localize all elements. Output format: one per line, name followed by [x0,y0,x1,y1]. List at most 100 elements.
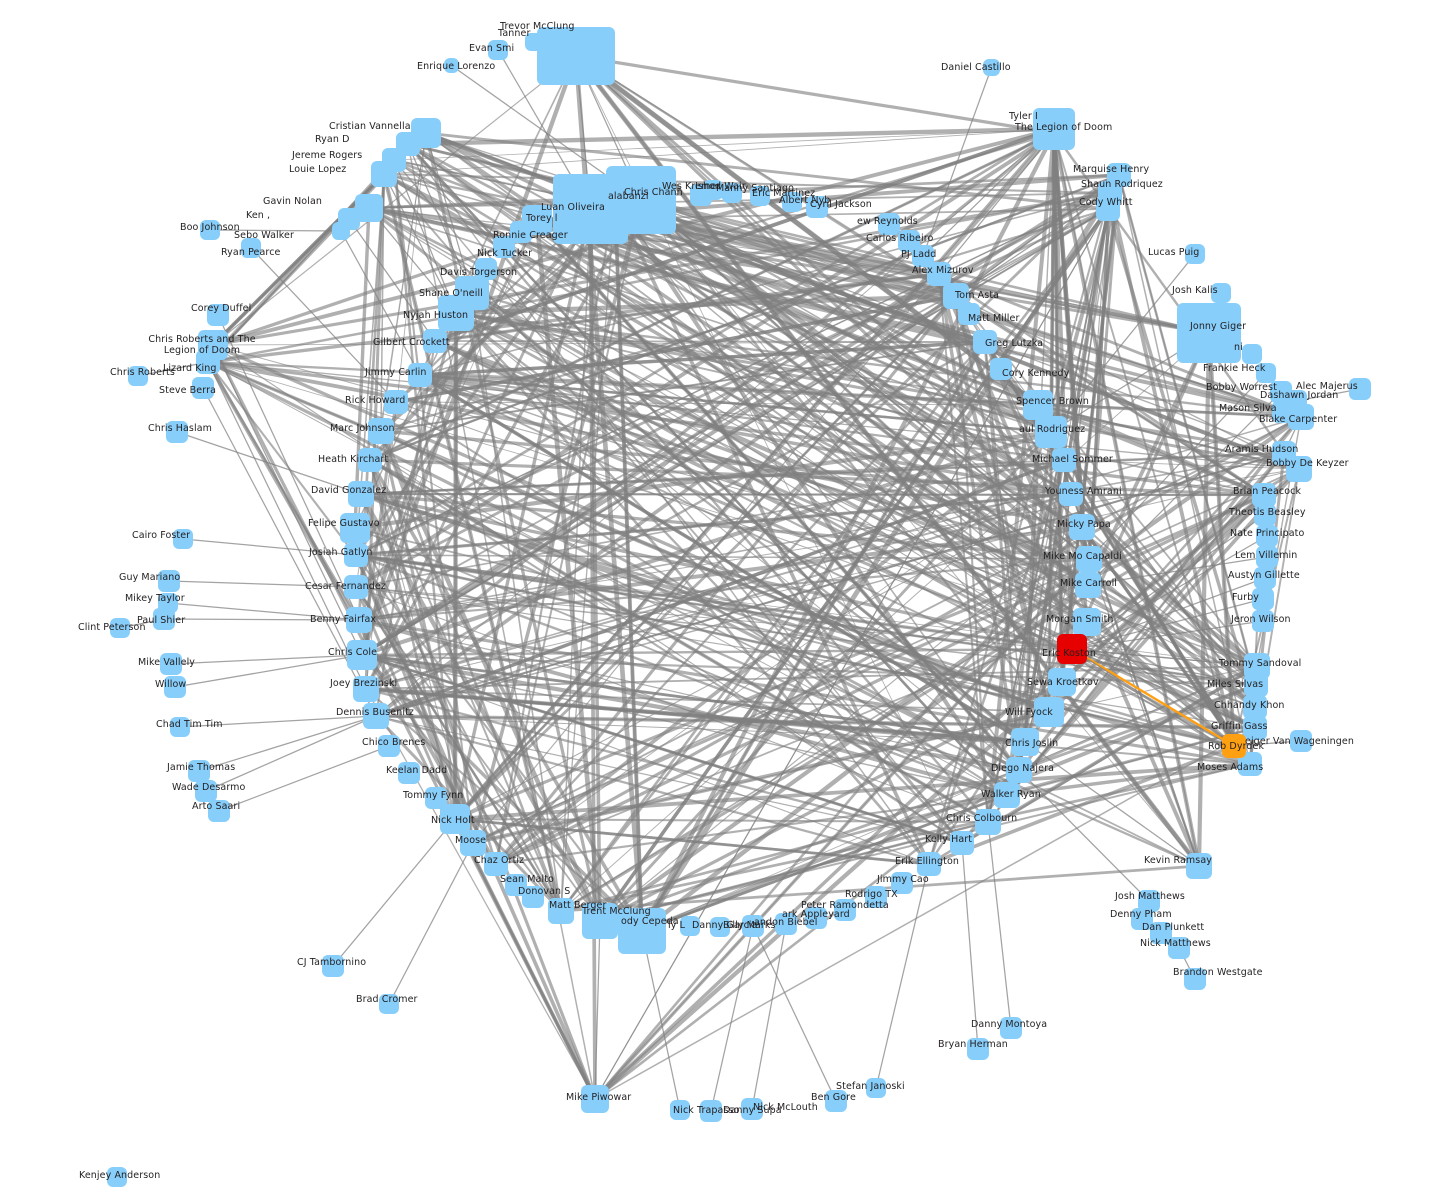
graph-node-griffin-gass[interactable] [1243,716,1267,740]
graph-node-davis-torgerson[interactable] [475,258,497,280]
graph-node-blake-carpenter[interactable] [1288,404,1314,430]
graph-node-felipe-gustavo[interactable] [340,513,370,543]
graph-node-trevor-mcclung[interactable] [537,27,615,85]
graph-node-chris-haslam[interactable] [166,421,188,443]
graph-node-clint-peterson[interactable] [110,618,130,638]
graph-node-jamie-thomas[interactable] [188,760,210,782]
graph-node-jonny-giger[interactable] [1177,303,1241,363]
graph-node-bobby-de-keyzer[interactable] [1286,456,1312,482]
graph-node-cory-kennedy[interactable] [990,358,1012,380]
graph-node-joey-brezinski[interactable] [353,676,379,702]
graph-node-ben-gore[interactable] [825,1090,847,1112]
graph-node-chhandy-khon[interactable] [1243,695,1267,719]
graph-node-manny-santiago[interactable] [722,183,742,203]
graph-node-david-gonzalez[interactable] [348,481,374,507]
graph-node-dennis-busenitz[interactable] [363,703,389,729]
graph-node-jimmy-cao[interactable] [891,872,913,894]
graph-node-matt-berger[interactable] [548,898,574,924]
graph-node-peter-ramondetta[interactable] [834,899,856,921]
graph-node-mike-vallely[interactable] [160,653,182,675]
graph-node-danny-garcia[interactable] [710,917,730,937]
graph-node-kenjey-anderson[interactable] [107,1167,127,1187]
graph-node-miles-silvas[interactable] [1244,673,1268,697]
graph-node-chris-cole[interactable] [347,640,377,670]
graph-node-mark-appleyard[interactable] [805,907,827,929]
graph-node-greg-lutzka[interactable] [973,330,997,354]
graph-node-cody-cepeda[interactable] [618,908,666,954]
graph-node-josiah-gatlyn[interactable] [344,543,368,567]
graph-node-paul-shier[interactable] [153,608,175,630]
graph-node-nyjah-huston[interactable] [438,295,474,331]
graph-node-mike-piwowar[interactable] [581,1085,609,1113]
graph-node-dan-plunkett[interactable] [1150,922,1172,944]
graph-node-ishod-wair[interactable] [690,184,712,206]
graph-node-chad-tim-tim[interactable] [170,717,190,737]
graph-node-sebo-walker[interactable] [332,222,350,240]
graph-node-michael-sommer[interactable] [1052,448,1076,472]
graph-node-keelan-dadd[interactable] [398,762,420,784]
graph-node-alec-majerus[interactable] [1349,378,1371,400]
graph-node-paul-rodriguez[interactable] [1035,416,1067,448]
graph-node-josh-matthews[interactable] [1138,890,1160,912]
graph-node-rob-dyrdek[interactable] [1222,734,1246,758]
graph-node-bryan-herman[interactable] [967,1038,989,1060]
graph-node-cesar-fernandez[interactable] [344,575,368,599]
graph-node-gilbert-crockett[interactable] [423,329,447,353]
graph-node-kelly-hart[interactable] [950,831,974,855]
graph-node-lucas-puig[interactable] [1185,244,1205,264]
graph-node-jeron-wilson[interactable] [1252,610,1274,632]
graph-node-marc-johnson[interactable] [368,418,394,444]
graph-node-sean-malto[interactable] [505,874,527,896]
graph-node-sewa-kroetkov[interactable] [1048,668,1076,696]
graph-node-danny-supa[interactable] [700,1100,722,1122]
graph-node-ronnie-creager[interactable] [510,221,532,243]
graph-node-brandon-biebel[interactable] [775,913,797,935]
graph-node-pj-ladd[interactable] [912,245,934,267]
graph-node-andrew-reynolds[interactable] [878,213,900,235]
graph-node-chris-roberts[interactable] [128,366,148,386]
graph-node-cody-whitt[interactable] [1096,197,1120,221]
graph-node-chris-colbourn[interactable] [975,809,1001,835]
graph-node-austyn-gillette[interactable] [1254,567,1276,589]
graph-node-moose[interactable] [460,830,486,856]
graph-node-alex-mizurov[interactable] [927,262,951,286]
graph-node-tommy-fynn[interactable] [425,787,447,809]
graph-node-rick-howard[interactable] [384,390,408,414]
graph-node-chico-brenes[interactable] [378,735,400,757]
graph-node-erik-ellington[interactable] [917,852,941,876]
graph-node-kevin-ramsay[interactable] [1186,853,1212,879]
graph-node-eric-koston[interactable] [1057,634,1087,664]
graph-node-nick-trapasso[interactable] [670,1100,690,1120]
graph-node-steve-berra[interactable] [192,377,214,399]
graph-node-guy-mariano[interactable] [158,570,180,592]
graph-node-brian-peacock[interactable] [1252,483,1276,507]
graph-node-arto-saari[interactable] [208,800,230,822]
graph-node-chris-joslin[interactable] [1011,728,1039,756]
graph-node-jimmy-carlin[interactable] [408,363,432,387]
graph-node-diego-najera[interactable] [1006,757,1032,783]
graph-node-spencer-brown[interactable] [1023,390,1053,420]
graph-node-brad-cromer[interactable] [379,994,399,1014]
graph-node-kalabanzi[interactable] [600,186,630,214]
graph-node-eric-martinez[interactable] [750,186,770,206]
graph-node-nick-holt[interactable] [440,804,470,834]
graph-node-micky-papa[interactable] [1069,514,1095,540]
graph-node-stefan-janoski[interactable] [866,1078,886,1098]
graph-node-nick-matthews[interactable] [1168,937,1190,959]
graph-node-billy-l[interactable] [680,916,700,936]
graph-node-walker-ryan[interactable] [994,782,1020,808]
graph-node-willow[interactable] [164,676,186,698]
graph-node-chaz-ortiz[interactable] [484,852,508,876]
graph-node-nate-principato[interactable] [1256,525,1278,547]
graph-node-albert-nyberg[interactable] [782,192,802,212]
graph-node-billy-marks[interactable] [742,915,764,937]
graph-node-theotis-beasley[interactable] [1254,504,1276,526]
graph-node-danny-montoya[interactable] [1000,1017,1022,1039]
graph-node-enrique-lorenzo[interactable] [444,58,459,73]
graph-node-brandon-westgate[interactable] [1184,968,1206,990]
graph-node-tanner[interactable] [525,33,543,51]
graph-node-amrani-top[interactable] [1242,344,1262,364]
graph-node-geiger-van-wageningen[interactable] [1290,730,1312,752]
graph-node-donovan-s[interactable] [522,886,544,908]
